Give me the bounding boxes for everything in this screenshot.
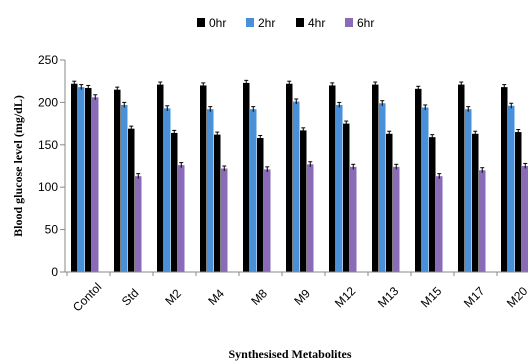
bar-6hr-M15 (436, 176, 443, 272)
bar-4hr-Std (128, 128, 135, 272)
x-tick-label: Std (119, 286, 142, 309)
bar-4hr-M20 (515, 132, 522, 272)
bar-4hr-M12 (343, 123, 350, 272)
legend-label-0hr: 0hr (209, 16, 226, 30)
x-tick-label: M9 (291, 286, 313, 308)
legend-swatch-0hr (197, 18, 205, 27)
bar-0hr-M9 (286, 83, 293, 272)
legend-label-4hr: 4hr (308, 16, 325, 30)
legend-swatch-6hr (345, 18, 353, 27)
x-tick-label: Contol (70, 280, 104, 314)
bar-0hr-Contol (71, 83, 78, 272)
bar-0hr-M17 (458, 84, 465, 272)
y-tick-label: 100 (38, 180, 58, 194)
x-tick-label: M12 (332, 284, 359, 311)
x-tick-label: M15 (418, 284, 445, 311)
x-tick-label: M13 (375, 284, 402, 311)
bar-6hr-M17 (479, 170, 486, 272)
bar-0hr-Std (114, 89, 121, 273)
legend-label-6hr: 6hr (357, 16, 374, 30)
bar-2hr-M9 (293, 101, 300, 272)
bar-4hr-M13 (386, 133, 393, 272)
x-tick-label: M8 (248, 286, 270, 308)
bars (71, 79, 528, 273)
bar-2hr-Contol (78, 87, 85, 272)
bar-6hr-Contol (92, 97, 99, 272)
x-tick-label: M2 (162, 286, 184, 308)
legend-swatch-2hr (246, 18, 254, 27)
bar-6hr-M2 (178, 165, 185, 272)
legend-label-2hr: 2hr (258, 16, 275, 30)
bar-6hr-M13 (393, 166, 400, 272)
legend-swatch-4hr (296, 18, 304, 27)
y-tick-label: 250 (38, 53, 58, 67)
bar-2hr-M20 (508, 105, 515, 273)
bar-0hr-M2 (157, 84, 164, 272)
bar-2hr-M2 (164, 108, 171, 272)
bar-0hr-M4 (200, 85, 207, 272)
bar-6hr-M20 (522, 166, 528, 272)
bar-0hr-M20 (501, 87, 508, 272)
bar-4hr-M2 (171, 132, 178, 272)
bar-6hr-M12 (350, 166, 357, 272)
bar-4hr-M9 (300, 130, 307, 272)
bar-2hr-M17 (465, 109, 472, 273)
bar-6hr-M4 (221, 168, 228, 272)
bar-4hr-M17 (472, 133, 479, 272)
axes: 0 50 100 150 200 250 Contol Std M2 M4 M8 M9 M12 M13 M1… (38, 53, 528, 314)
y-tick-label: 0 (51, 265, 58, 279)
bar-4hr-M4 (214, 134, 221, 272)
bar-2hr-Std (121, 104, 128, 272)
y-tick-label: 200 (38, 95, 58, 109)
y-tick-label: 50 (45, 223, 59, 237)
bar-4hr-M15 (429, 137, 436, 272)
bar-2hr-M4 (207, 109, 214, 273)
x-tick-label: M4 (205, 286, 227, 308)
bar-2hr-M15 (422, 107, 429, 272)
legend: 0hr 2hr 4hr 6hr (197, 16, 374, 30)
bar-4hr-Contol (85, 87, 92, 272)
bar-2hr-M12 (336, 104, 343, 272)
bar-6hr-M9 (307, 164, 314, 272)
bar-4hr-M8 (257, 138, 264, 272)
bar-0hr-M13 (372, 84, 379, 272)
x-axis-title: Synthesised Metabolites (229, 347, 352, 361)
x-tick-label: M20 (504, 284, 528, 311)
bar-6hr-M8 (264, 169, 271, 272)
x-tick-label: M17 (461, 284, 488, 311)
bar-0hr-M12 (329, 85, 336, 272)
bar-2hr-M13 (379, 103, 386, 272)
y-tick-label: 150 (38, 138, 58, 152)
bar-0hr-M8 (243, 82, 250, 272)
bar-2hr-M8 (250, 109, 257, 273)
bar-6hr-Std (135, 176, 142, 272)
bar-0hr-M15 (415, 88, 422, 272)
y-axis-title: Blood glucose level (mg/dL) (11, 95, 25, 237)
